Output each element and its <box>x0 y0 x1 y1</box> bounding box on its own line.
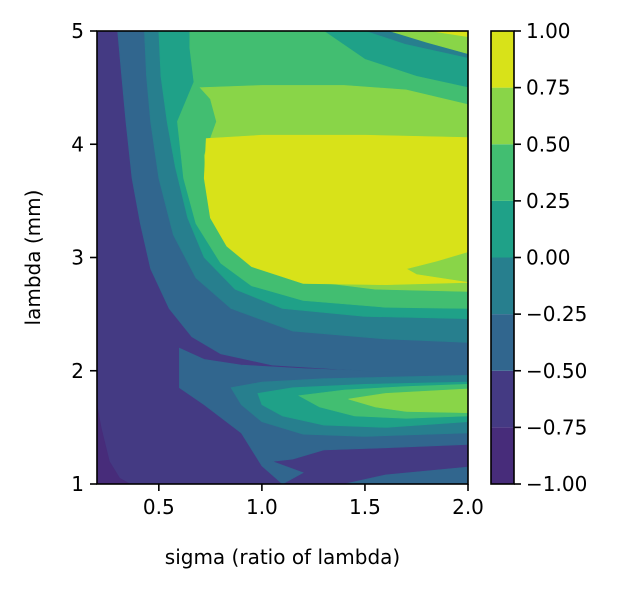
contour-region-1 <box>97 404 131 484</box>
colorbar-tick-label-3: −0.25 <box>526 302 587 326</box>
y-tick-label-4: 5 <box>71 19 84 43</box>
colorbar-band-3 <box>491 257 514 315</box>
colorbar-band-7 <box>491 31 514 88</box>
colorbar-tick-label-8: 1.00 <box>526 19 571 43</box>
colorbar-tick-label-4: 0.00 <box>526 246 571 270</box>
x-tick-label-3: 2.0 <box>452 495 484 519</box>
colorbar-band-2 <box>491 314 514 371</box>
x-axis-label: sigma (ratio of lambda) <box>165 545 400 569</box>
y-ticks: 1 2 3 4 5 <box>71 19 97 496</box>
colorbar-tick-label-2: −0.50 <box>526 359 587 383</box>
colorbar-bands <box>491 31 514 484</box>
y-tick-label-3: 4 <box>71 132 84 156</box>
colorbar-tick-label-5: 0.25 <box>526 189 571 213</box>
x-tick-label-2: 1.5 <box>349 495 381 519</box>
y-tick-label-2: 3 <box>71 246 84 270</box>
y-tick-label-0: 1 <box>71 472 84 496</box>
x-tick-label-1: 1.0 <box>246 495 278 519</box>
contour-region-14 <box>430 31 468 38</box>
colorbar-tick-label-1: −0.75 <box>526 415 587 439</box>
colorbar-ticks: −1.00 −0.75 −0.50 −0.25 0.00 0.25 0.50 0.75 1.00 <box>514 19 587 496</box>
colorbar-band-6 <box>491 87 514 145</box>
plot-area <box>96 30 469 485</box>
y-tick-label-1: 2 <box>71 359 84 383</box>
colorbar-band-0 <box>491 427 514 484</box>
colorbar-tick-label-0: −1.00 <box>526 472 587 496</box>
colorbar-band-4 <box>491 200 514 258</box>
y-axis-label: lambda (mm) <box>21 190 45 326</box>
colorbar-tick-label-6: 0.50 <box>526 132 571 156</box>
x-tick-label-0: 0.5 <box>143 495 175 519</box>
contour-layer <box>97 31 468 484</box>
colorbar-band-1 <box>491 370 514 428</box>
y-axis: 1 2 3 4 5 lambda (mm) <box>21 19 97 496</box>
colorbar-tick-label-7: 0.75 <box>526 76 571 100</box>
colorbar-band-5 <box>491 144 514 201</box>
contour-region-13 <box>203 134 468 286</box>
contour-region-12 <box>348 388 468 414</box>
contour-region-11 <box>389 31 468 55</box>
x-axis: 0.5 1.0 1.5 2.0 sigma (ratio of lambda) <box>143 484 484 569</box>
colorbar: −1.00 −0.75 −0.50 −0.25 0.00 0.25 0.50 0.75 1.00 <box>490 19 587 496</box>
x-ticks: 0.5 1.0 1.5 2.0 <box>143 484 484 519</box>
